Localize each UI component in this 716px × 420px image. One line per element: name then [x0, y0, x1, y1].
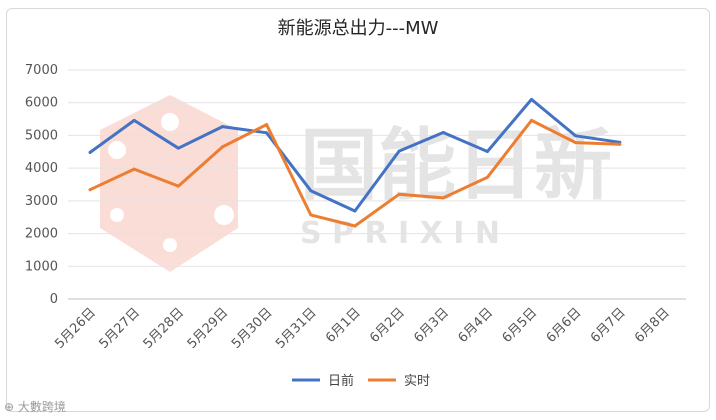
watermark-node — [163, 238, 177, 252]
series-2-point — [353, 224, 357, 228]
x-tick-label: 5月26日 — [52, 305, 99, 352]
x-tick-label: 6月8日 — [632, 305, 673, 346]
series-2-point — [397, 192, 401, 196]
series-1-point — [88, 150, 92, 154]
x-tick-label: 6月1日 — [323, 305, 364, 346]
x-tick-label: 6月6日 — [544, 305, 585, 346]
x-tick-label: 6月5日 — [500, 305, 541, 346]
series-2-point — [88, 188, 92, 192]
chart-title: 新能源总出力---MW — [277, 18, 439, 39]
x-tick-label: 5月30日 — [229, 305, 276, 352]
legend-label-series-1: 日前 — [328, 373, 354, 389]
y-tick-label: 6000 — [25, 96, 58, 111]
series-1-point — [485, 149, 489, 153]
series-2-point — [176, 184, 180, 188]
watermark-node — [161, 113, 179, 131]
y-axis: 0 1000 2000 3000 4000 5000 6000 7000 — [25, 63, 58, 307]
watermark-node — [214, 205, 234, 225]
legend: 日前 实时 — [292, 373, 430, 389]
x-tick-label: 6月7日 — [588, 305, 629, 346]
x-tick-label: 6月3日 — [411, 305, 452, 346]
series-2-point — [618, 142, 622, 146]
series-group — [88, 97, 622, 228]
series-1-point — [265, 131, 269, 135]
series-1-point — [221, 125, 224, 129]
y-tick-label: 7000 — [25, 63, 58, 78]
y-tick-label: 5000 — [25, 128, 58, 143]
y-tick-label: 4000 — [25, 161, 58, 176]
series-1-point — [574, 134, 578, 138]
legend-label-series-2: 实时 — [404, 374, 430, 389]
series-2-point — [265, 123, 269, 127]
series-1-point — [353, 209, 357, 213]
series-1-point — [176, 146, 180, 150]
x-tick-label: 5月28日 — [141, 305, 188, 352]
y-tick-label: 2000 — [25, 227, 58, 242]
y-tick-label: 0 — [50, 292, 58, 307]
x-tick-label: 5月27日 — [96, 305, 143, 352]
chart-frame — [6, 8, 710, 412]
x-tick-label: 5月29日 — [185, 305, 232, 352]
series-1-point — [132, 118, 136, 122]
watermark-node — [110, 208, 124, 222]
x-tick-label: 6月2日 — [367, 305, 408, 346]
x-tick-label: 6月4日 — [455, 305, 496, 346]
series-2-point — [574, 141, 578, 145]
grid-lines — [68, 69, 686, 300]
series-1-point — [530, 97, 533, 101]
y-tick-label: 1000 — [25, 259, 58, 274]
watermark-text-cn: 国能日新 — [300, 121, 612, 211]
x-tick-label: 5月31日 — [273, 305, 320, 352]
series-2-point — [441, 196, 445, 200]
series-1-point — [309, 189, 313, 193]
footer-logo: ⊕ 大數跨境 — [4, 400, 66, 414]
series-2-point — [132, 167, 136, 171]
series-1-point — [397, 149, 401, 153]
series-2-point — [221, 145, 224, 149]
watermark-node — [108, 141, 126, 159]
series-2-point — [530, 118, 533, 122]
y-tick-label: 3000 — [25, 194, 58, 209]
series-2-point — [485, 175, 489, 179]
series-2-point — [309, 213, 313, 217]
series-1-point — [441, 130, 445, 134]
